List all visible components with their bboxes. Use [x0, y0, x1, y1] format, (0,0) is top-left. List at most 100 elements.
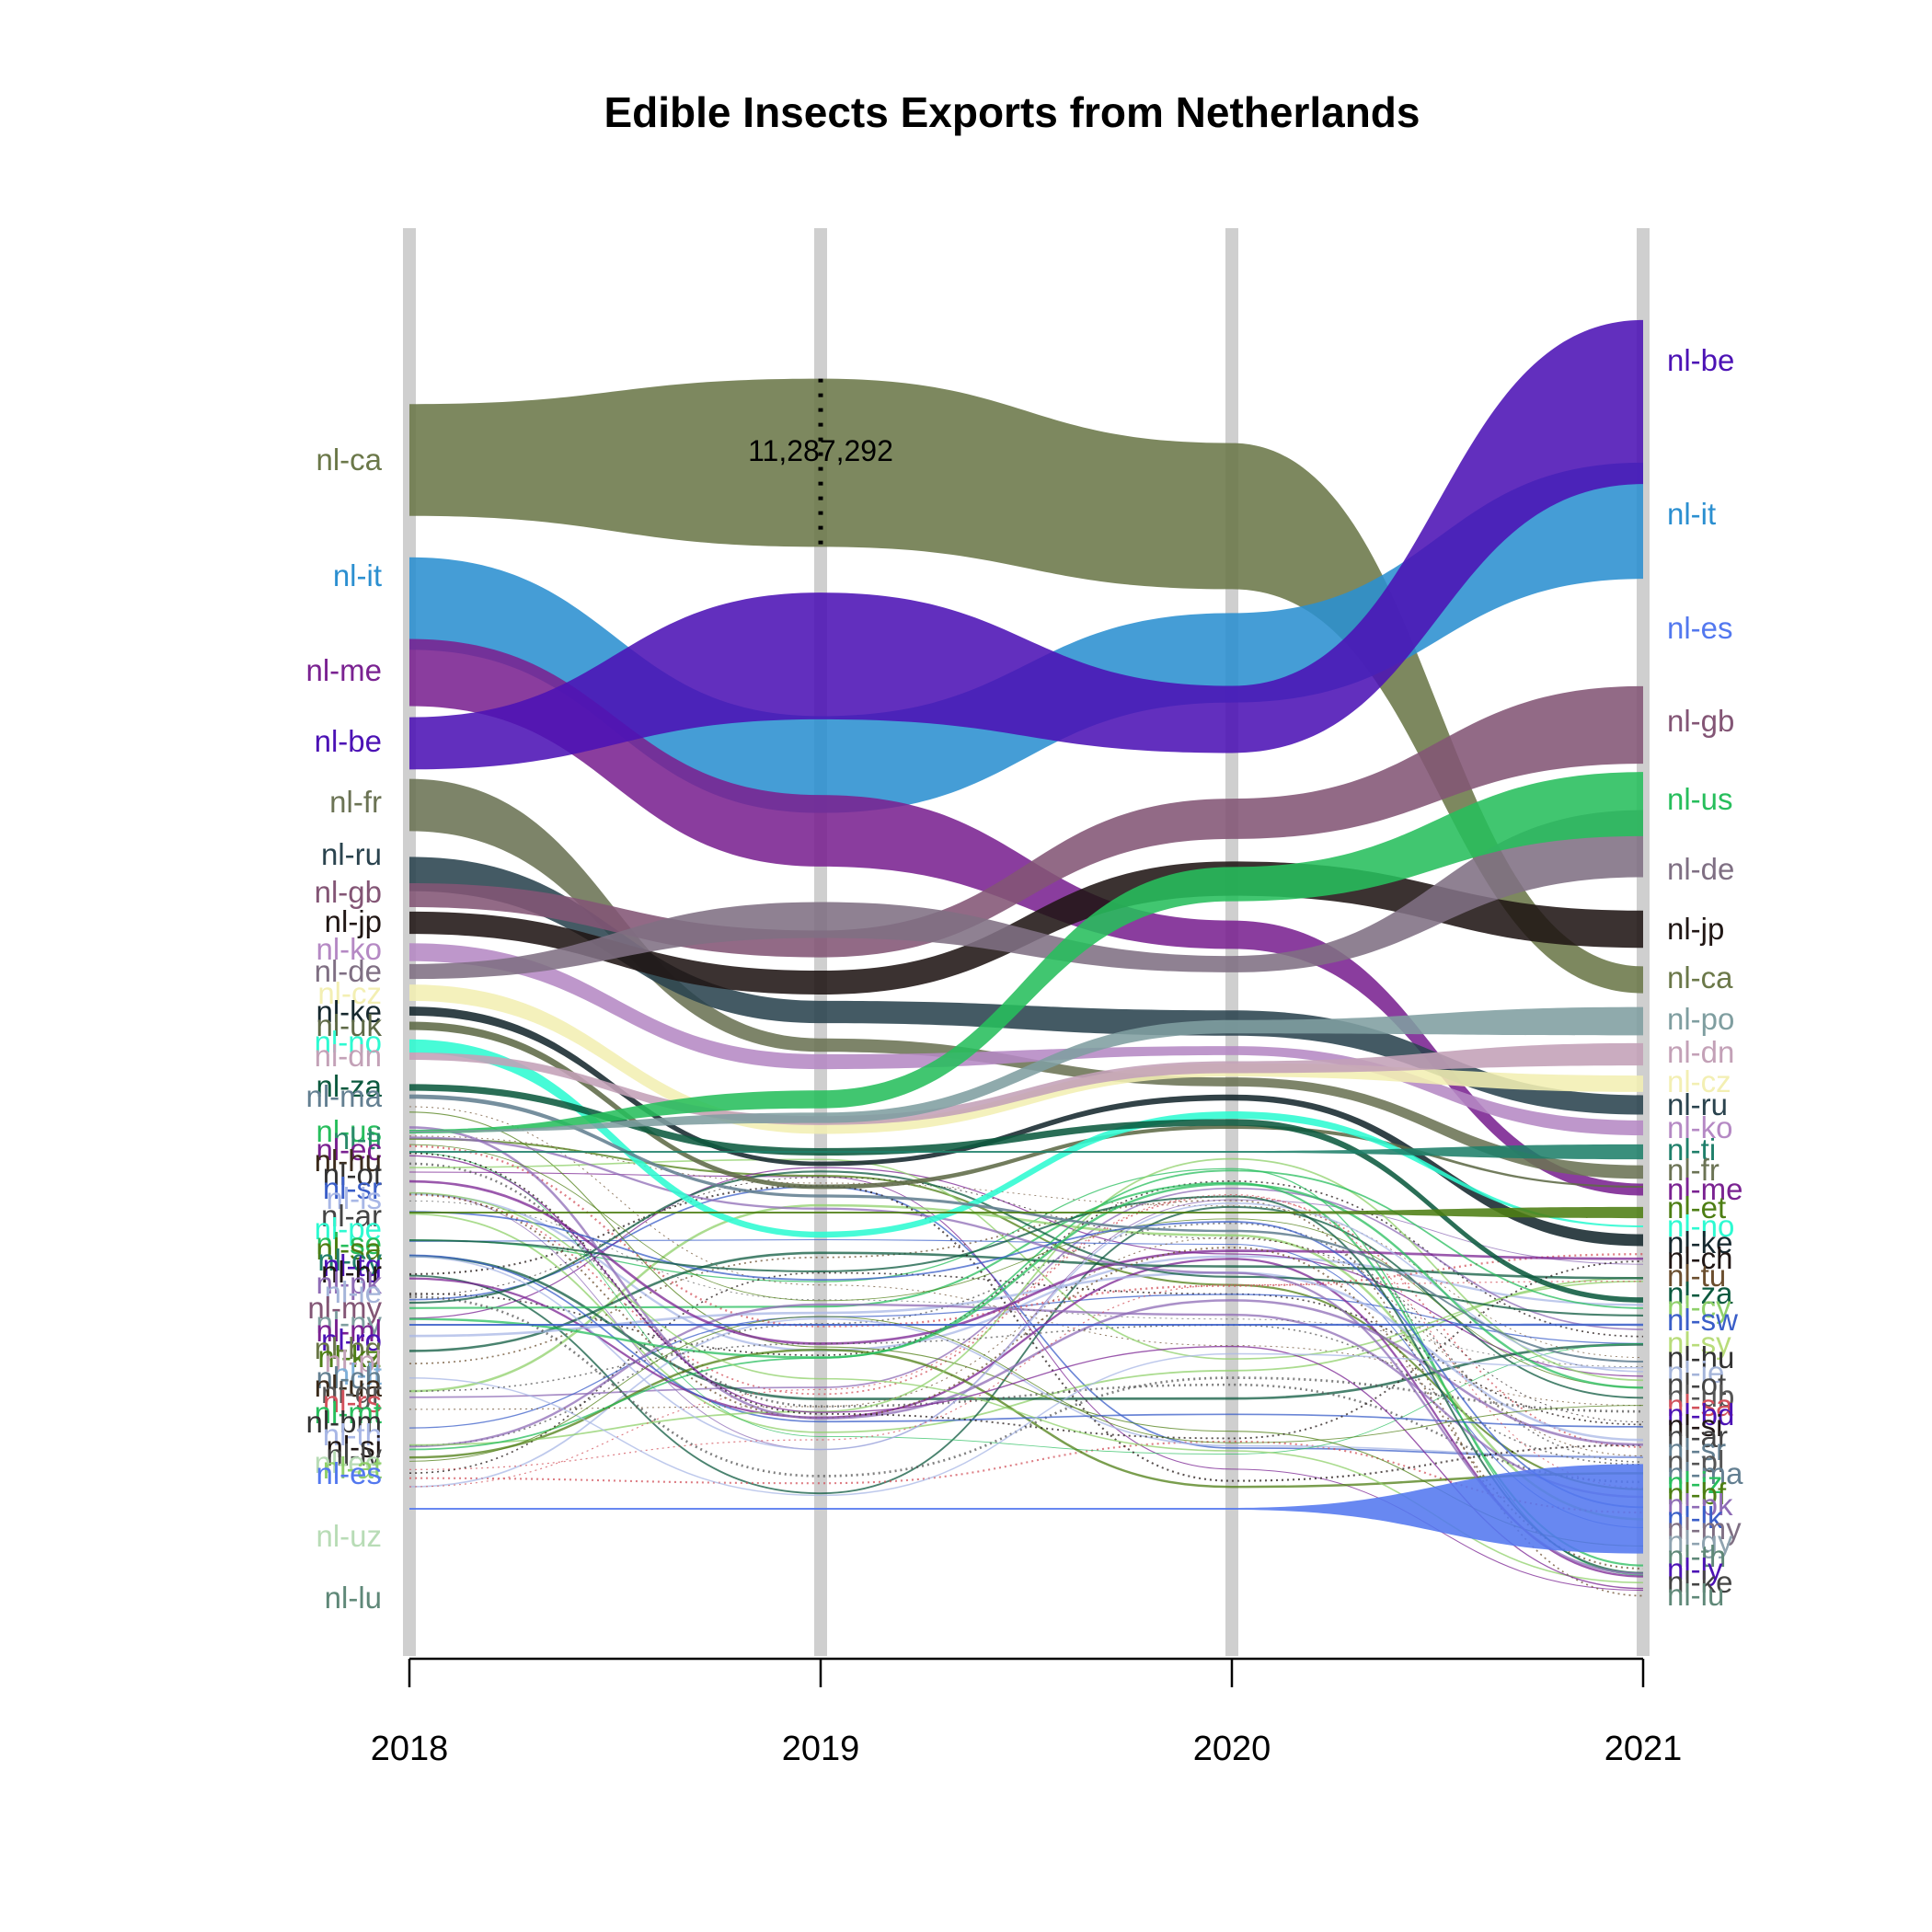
left-label-nl-th: nl-th: [323, 1418, 382, 1452]
left-label-nl-ny: nl-ny: [316, 1305, 382, 1340]
flow-nl-po: [409, 1006, 1643, 1133]
minor-flow-line: [408, 1211, 1644, 1509]
minor-flow-line: [408, 1136, 1644, 1575]
minor-flow-line: [408, 1152, 1644, 1440]
right-label-nl-me: nl-me: [1667, 1172, 1743, 1206]
right-labels: nl-be nl-it nl-es nl-gb nl-us nl-de nl-jp nl-ca…: [1667, 343, 1743, 1612]
right-label-nl-bd: nl-bd: [1667, 1397, 1734, 1432]
left-label-nl-mt: nl-mt: [315, 1396, 382, 1430]
minor-flow-line: [408, 1192, 1644, 1451]
right-label-nl-pl: nl-pl: [1667, 1444, 1724, 1478]
right-label-nl-no: nl-no: [1667, 1209, 1734, 1243]
right-label-nl-fr: nl-fr: [1667, 1153, 1719, 1187]
right-label-nl-sw: nl-sw: [1667, 1303, 1738, 1337]
flow-nl-jp: [409, 861, 1643, 995]
right-label-nl-de: nl-de: [1667, 852, 1734, 886]
minor-flow-line: [408, 1205, 1644, 1495]
flow-nl-sw: [409, 1323, 1643, 1327]
left-label-nl-si: nl-si: [326, 1430, 382, 1464]
left-label-nl-ml: nl-ml: [316, 1314, 383, 1348]
left-label-nl-cy: nl-cy: [317, 1243, 382, 1277]
minor-flow-line: [408, 1170, 1644, 1317]
left-label-nl-is: nl-is: [326, 1181, 382, 1215]
left-label-nl-lv: nl-lv: [326, 1438, 382, 1472]
minor-flow-line: [408, 1144, 1644, 1388]
minor-flow-line: [408, 1182, 1644, 1389]
minor-flow-line: [408, 1195, 1644, 1574]
right-label-nl-th: nl-th: [1667, 1539, 1726, 1573]
minor-flow-line: [408, 1199, 1644, 1597]
minor-flow-line: [408, 1111, 1644, 1547]
left-label-nl-ru: nl-ru: [321, 837, 382, 871]
left-label-nl-es: nl-es: [316, 1456, 382, 1490]
flow-nl-de: [409, 810, 1643, 980]
right-label-nl-si: nl-si: [1667, 1409, 1723, 1443]
left-label-nl-fr: nl-fr: [329, 785, 382, 819]
left-label-nl-my: nl-my: [307, 1291, 382, 1325]
annotation-group: 11,287,292: [748, 378, 893, 547]
right-label-nl-es: nl-es: [1667, 611, 1733, 645]
right-label-nl-et: nl-et: [1667, 1190, 1726, 1225]
right-label-nl-my: nl-my: [1667, 1512, 1742, 1546]
left-label-nl-hu: nl-hu: [315, 1144, 382, 1178]
left-labels: nl-ca nl-it nl-me nl-be nl-fr nl-ru nl-gbnl-jp…: [305, 443, 382, 1615]
right-label-nl-gy: nl-gy: [1667, 1524, 1733, 1558]
minor-flow-line: [408, 1180, 1644, 1356]
minor-flow-line: [408, 1193, 1644, 1489]
left-label-nl-sa: nl-sa: [316, 1232, 382, 1266]
left-label-nl-me: nl-me: [305, 653, 382, 687]
x-tick-label: 2020: [1193, 1730, 1271, 1768]
minor-flow-line: [408, 1317, 1644, 1488]
right-label-nl-tu: nl-tu: [1667, 1259, 1726, 1293]
x-tick-label: 2018: [371, 1730, 449, 1768]
right-label-nl-lu: nl-lu: [1667, 1578, 1724, 1612]
minor-flow-line: [408, 1440, 1644, 1514]
right-label-nl-iz: nl-iz: [1667, 1466, 1723, 1500]
left-label-nl-ti: nl-ti: [333, 1121, 382, 1156]
left-label-nl-ua: nl-ua: [315, 1369, 383, 1403]
left-label-nl-pk: nl-pk: [316, 1266, 382, 1300]
left-label-nl-pl: nl-pl: [325, 1344, 382, 1378]
minor-flow-line: [408, 1352, 1644, 1497]
minor-flow-line: [408, 1258, 1644, 1578]
left-label-nl-ca: nl-ca: [316, 443, 382, 477]
left-label-nl-ot: nl-ot: [323, 1157, 382, 1191]
right-label-nl-jp: nl-jp: [1667, 912, 1724, 946]
flow-nl-et: [409, 1206, 1643, 1219]
left-label-nl-ko: nl-ko: [316, 932, 382, 966]
left-label-nl-ee: nl-ee: [315, 1445, 382, 1479]
x-tick-label: 2021: [1604, 1730, 1683, 1768]
right-label-nl-dn: nl-dn: [1667, 1035, 1734, 1069]
right-label-nl-sy: nl-sy: [1667, 1326, 1731, 1360]
minor-flow-line: [408, 1187, 1644, 1398]
left-label-nl-at: nl-at: [323, 1451, 382, 1485]
left-label-nl-pe: nl-pe: [315, 1212, 382, 1246]
flow-nl-me: [409, 638, 1643, 1196]
annotation-value: 11,287,292: [748, 434, 893, 467]
right-label-nl-za: nl-za: [1667, 1276, 1733, 1310]
minor-flow-line: [408, 1179, 1644, 1345]
left-label-nl-bg: nl-bg: [315, 1331, 382, 1365]
left-label-nl-no: nl-no: [315, 1025, 382, 1059]
x-tick-label: 2019: [782, 1730, 860, 1768]
left-label-nl-ar: nl-ar: [321, 1199, 382, 1233]
flow-nl-es: [409, 1464, 1643, 1554]
left-label-nl-gr: nl-gr: [321, 1375, 382, 1409]
left-label-nl-ro: nl-ro: [321, 1323, 382, 1357]
right-label-nl-sa: nl-sa: [1667, 1388, 1733, 1422]
right-label-nl-ma: nl-ma: [1667, 1456, 1743, 1490]
right-label-nl-ke: nl-ke: [1667, 1225, 1733, 1259]
right-label-nl-po: nl-po: [1667, 1002, 1734, 1036]
left-label-nl-lt: nl-lt: [333, 1357, 382, 1391]
flow-nl-uk: [409, 1021, 1643, 1190]
left-label-nl-za: nl-za: [316, 1069, 382, 1103]
left-label-nl-us: nl-us: [316, 1114, 382, 1148]
minor-flow-line: [408, 1202, 1644, 1451]
minor-flow-line: [408, 1192, 1644, 1570]
left-label-nl-ec: nl-ec: [316, 1133, 382, 1167]
right-label-nl-ar: nl-ar: [1667, 1420, 1728, 1454]
flow-nl-be: [409, 319, 1643, 770]
right-label-nl-ub: nl-ub: [1667, 1379, 1734, 1413]
left-label-nl-gb: nl-gb: [315, 875, 382, 909]
